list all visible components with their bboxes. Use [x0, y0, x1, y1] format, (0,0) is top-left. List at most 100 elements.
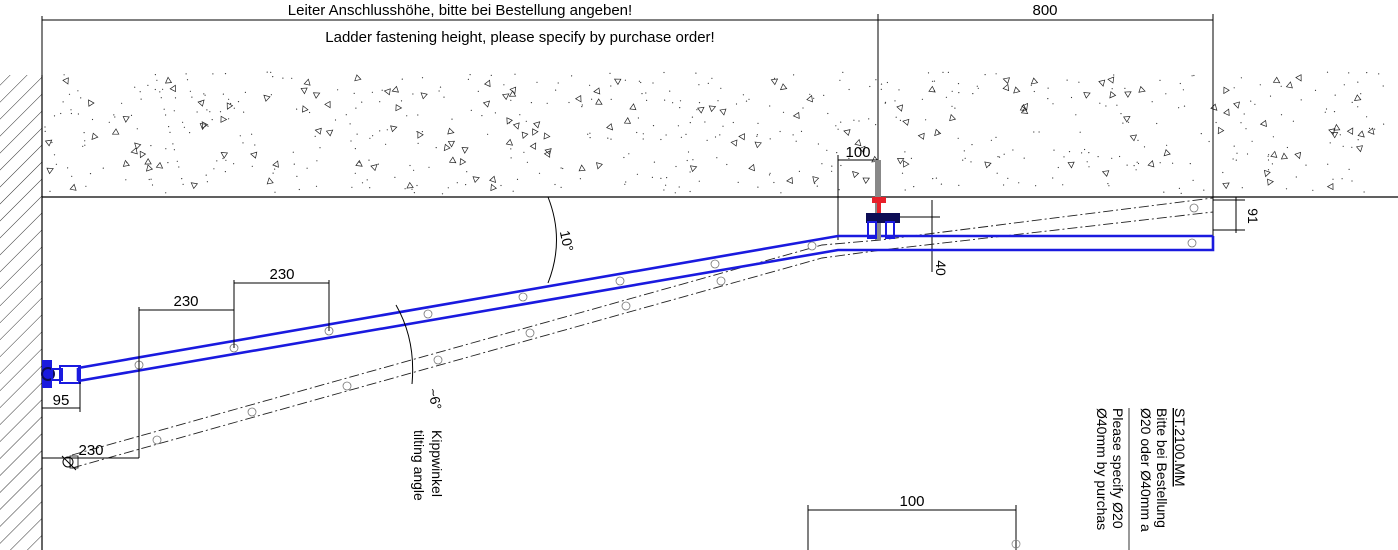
concrete-aggregate [263, 94, 271, 102]
concrete-aggregate [1124, 91, 1132, 98]
concrete-dot [1312, 189, 1314, 191]
concrete-dot [591, 98, 593, 100]
concrete-dot [678, 186, 680, 188]
concrete-aggregate [1109, 91, 1117, 99]
concrete-dot [351, 186, 353, 188]
concrete-aggregate [1222, 182, 1230, 190]
concrete-dot [636, 131, 638, 134]
concrete-dot [379, 101, 381, 103]
concrete-dot [121, 102, 123, 104]
concrete-dot [411, 188, 413, 190]
concrete-dot [1332, 178, 1334, 180]
concrete-dot [519, 114, 521, 116]
wall-hatching [0, 75, 43, 550]
concrete-aggregate [1210, 103, 1218, 111]
concrete-dot [1366, 116, 1368, 118]
concrete-aggregate [854, 138, 862, 147]
concrete-dot [1052, 177, 1054, 179]
concrete-dot [130, 114, 133, 116]
concrete-dot [1348, 72, 1350, 74]
concrete-dot [555, 89, 557, 91]
concrete-dot [213, 168, 215, 170]
concrete-aggregate [134, 142, 142, 150]
concrete-dot [1272, 136, 1274, 138]
concrete-dot [880, 83, 883, 85]
concrete-dot [792, 134, 794, 136]
concrete-dot [84, 140, 86, 142]
concrete-aggregate [490, 183, 498, 192]
concrete-dot [848, 88, 850, 91]
tilt-label-de: Kippwinkel [429, 430, 445, 497]
concrete-dot [562, 167, 564, 170]
concrete-dot [665, 134, 667, 136]
concrete-dot [935, 177, 938, 179]
concrete-aggregate [461, 147, 469, 154]
concrete-dot [1159, 79, 1161, 81]
concrete-aggregate [533, 121, 541, 129]
concrete-dot [1003, 184, 1005, 186]
concrete-dot [1339, 134, 1341, 136]
concrete-dot [571, 75, 573, 77]
concrete-dot [652, 125, 655, 127]
concrete-dot [1003, 153, 1005, 155]
concrete-dot [1305, 164, 1307, 166]
concrete-aggregate [201, 121, 209, 129]
concrete-dot [579, 178, 582, 180]
concrete-dot [609, 72, 611, 74]
concrete-dot [732, 121, 734, 124]
concrete-dot [150, 178, 152, 180]
concrete-dot [1165, 93, 1167, 95]
concrete-dot [1163, 191, 1165, 193]
concrete-aggregate [1346, 127, 1354, 135]
concrete-aggregate [46, 167, 54, 175]
concrete-dot [962, 159, 964, 161]
concrete-dot [835, 125, 837, 127]
concrete-dot [354, 148, 356, 150]
concrete-dot [296, 108, 298, 110]
concrete-dot [140, 98, 142, 100]
concrete-dot [266, 71, 268, 73]
concrete-dot [1033, 90, 1035, 93]
concrete-dot [674, 192, 676, 194]
concrete-aggregate [88, 99, 95, 107]
tilt-label-en: tilting angle [411, 430, 427, 501]
concrete-dot [306, 167, 308, 169]
concrete-dot [1088, 166, 1090, 168]
concrete-dot [1241, 187, 1243, 189]
concrete-dot [546, 102, 548, 104]
concrete-dot [1215, 121, 1217, 124]
concrete-dot [554, 183, 556, 186]
concrete-dot [957, 137, 959, 139]
concrete-aggregate [1123, 116, 1131, 123]
concrete-dot [971, 144, 973, 146]
concrete-dot [1111, 157, 1113, 159]
concrete-dot [1086, 161, 1088, 163]
concrete-dot [1111, 88, 1113, 90]
concrete-dot [356, 133, 358, 135]
note-code: ST.2100.MM [1172, 408, 1188, 487]
concrete-dot [292, 151, 294, 153]
concrete-dot [244, 91, 246, 93]
concrete-dot [848, 157, 850, 159]
concrete-dot [102, 167, 104, 169]
concrete-dot [89, 173, 92, 175]
concrete-aggregate [300, 87, 308, 95]
concrete-dot [1286, 146, 1288, 149]
concrete-dot [487, 133, 489, 135]
concrete-dot [394, 176, 396, 178]
concrete-dot [1222, 171, 1224, 174]
concrete-dot [817, 143, 820, 145]
concrete-aggregate [314, 127, 322, 135]
concrete-dot [91, 118, 94, 121]
concrete-dot [203, 93, 205, 95]
concrete-aggregate [896, 104, 904, 112]
concrete-dot [921, 98, 924, 100]
concrete-dot [178, 166, 180, 168]
concrete-dot [366, 179, 368, 181]
concrete-dot [355, 107, 357, 109]
concrete-dot [1235, 159, 1237, 161]
concrete-dot [1078, 81, 1080, 83]
dim-100-top-label: 100 [845, 144, 870, 161]
concrete-dot [696, 109, 698, 111]
